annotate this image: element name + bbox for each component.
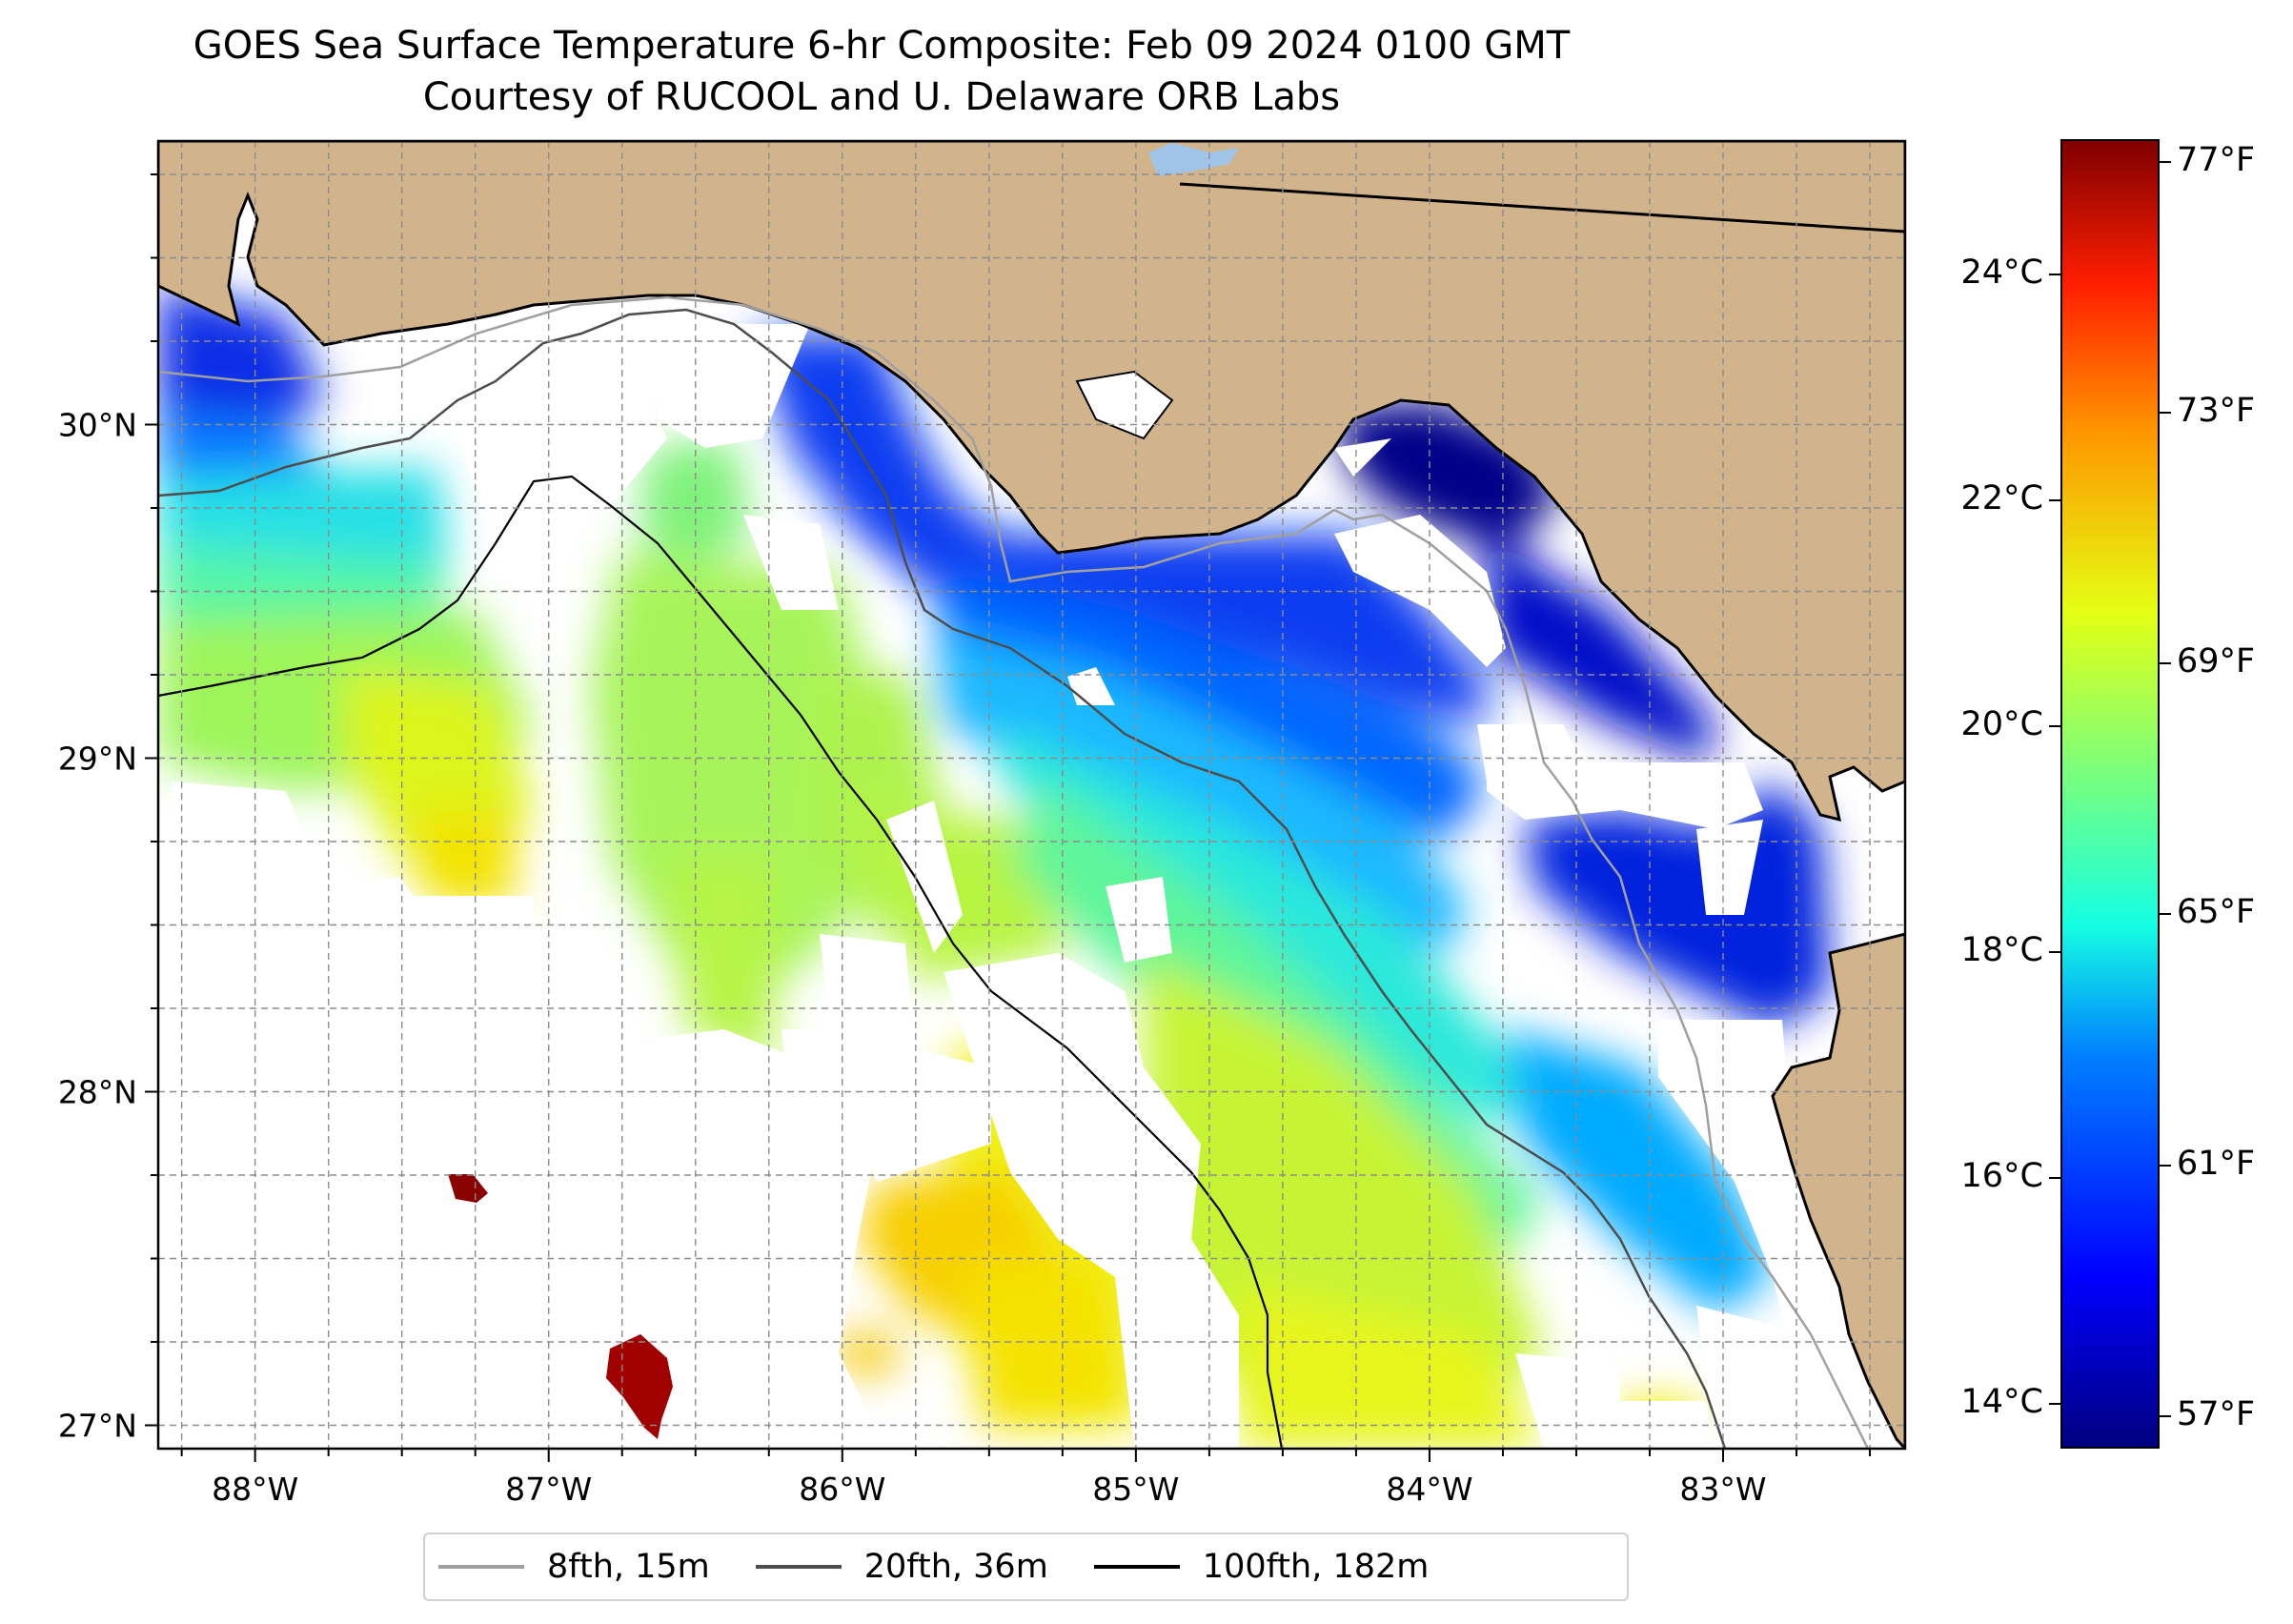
fahrenheit-tick-mark	[2160, 913, 2171, 916]
longitude-tick-label: 86°W	[799, 1471, 885, 1508]
latitude-tick-label: 30°N	[58, 407, 137, 444]
longitude-tick-label: 87°W	[505, 1471, 592, 1508]
legend-line-8fth	[438, 1565, 524, 1569]
celsius-tick-mark	[2049, 499, 2060, 502]
legend-label: 8fth, 15m	[547, 1548, 710, 1586]
celsius-tick-label: 20°C	[1960, 704, 2043, 743]
fahrenheit-tick-label: 69°F	[2177, 642, 2256, 681]
latitude-tick-label: 29°N	[58, 741, 137, 778]
legend-item-20fth: 20fth, 36m	[755, 1548, 1048, 1586]
map-frame	[156, 139, 1907, 1451]
fahrenheit-tick-mark	[2160, 1164, 2171, 1167]
fahrenheit-tick-mark	[2160, 662, 2171, 665]
fahrenheit-tick-label: 65°F	[2177, 893, 2256, 932]
celsius-tick-mark	[2049, 950, 2060, 953]
fahrenheit-tick-mark	[2160, 1414, 2171, 1417]
warm-spot-small	[448, 1174, 488, 1203]
legend-item-8fth: 8fth, 15m	[438, 1548, 710, 1586]
legend-line-100fth	[1093, 1565, 1180, 1569]
fahrenheit-tick-label: 77°F	[2177, 140, 2256, 179]
fahrenheit-tick-label: 73°F	[2177, 391, 2256, 430]
celsius-tick-mark	[2049, 1176, 2060, 1179]
fahrenheit-tick-mark	[2160, 411, 2171, 414]
isobath-legend: 8fth, 15m 20fth, 36m 100fth, 182m	[423, 1533, 1629, 1601]
legend-label: 20fth, 36m	[863, 1548, 1048, 1586]
legend-item-100fth: 100fth, 182m	[1093, 1548, 1430, 1586]
map-title: GOES Sea Surface Temperature 6-hr Compos…	[193, 24, 1571, 68]
celsius-tick-label: 18°C	[1960, 930, 2043, 969]
sst-field	[158, 286, 1830, 1449]
fahrenheit-tick-label: 61°F	[2177, 1144, 2256, 1183]
isobath-100fth	[158, 475, 1284, 1449]
celsius-tick-mark	[2049, 274, 2060, 276]
legend-line-20fth	[755, 1565, 842, 1569]
isobath-8fth	[158, 295, 1870, 1449]
celsius-tick-label: 16°C	[1960, 1156, 2043, 1195]
fahrenheit-tick-mark	[2160, 160, 2171, 163]
celsius-tick-label: 24°C	[1960, 254, 2043, 293]
gridlines	[158, 141, 1905, 1449]
map-subtitle: Courtesy of RUCOOL and U. Delaware ORB L…	[422, 75, 1341, 119]
isobath-20fth	[158, 308, 1727, 1449]
celsius-tick-label: 14°C	[1960, 1382, 2043, 1421]
celsius-tick-mark	[2049, 1402, 2060, 1405]
warm-spot-large	[606, 1334, 673, 1439]
celsius-tick-label: 22°C	[1960, 479, 2043, 518]
longitude-tick-label: 85°W	[1092, 1471, 1179, 1508]
axis-ticks: 88°W 87°W 86°W 85°W 84°W 83°W 27°N 28°N 29°N 30°N	[58, 173, 1872, 1508]
legend-label: 100fth, 182m	[1202, 1548, 1430, 1586]
land	[158, 141, 1905, 1449]
latitude-tick-label: 27°N	[58, 1408, 137, 1445]
lake	[1148, 143, 1239, 176]
celsius-tick-mark	[2049, 724, 2060, 727]
longitude-tick-label: 83°W	[1679, 1471, 1766, 1508]
fahrenheit-tick-label: 57°F	[2177, 1394, 2256, 1433]
temperature-colorbar	[2060, 139, 2160, 1449]
latitude-tick-label: 28°N	[58, 1074, 137, 1111]
longitude-tick-label: 88°W	[212, 1471, 298, 1508]
longitude-tick-label: 84°W	[1386, 1471, 1472, 1508]
state-border	[1179, 182, 1905, 233]
